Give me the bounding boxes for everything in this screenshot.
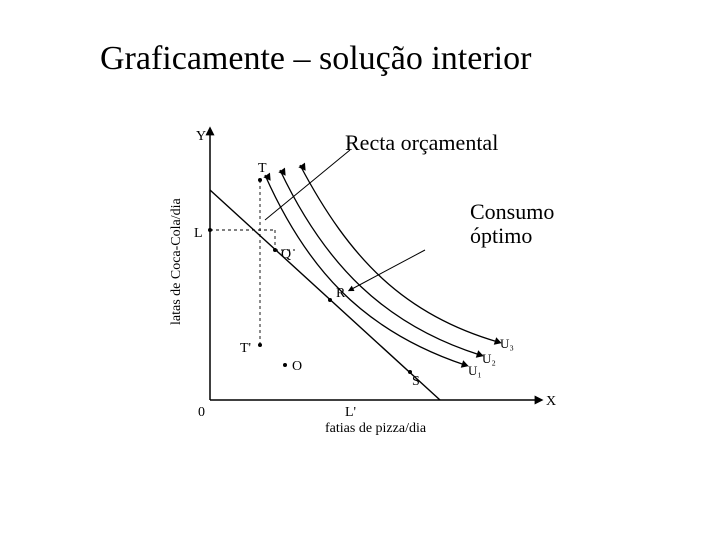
point-O (283, 363, 287, 367)
page-title: Graficamente – solução interior (100, 40, 531, 78)
x-axis-title: fatias de pizza/dia (325, 421, 427, 436)
indifference-curve-1 (265, 175, 465, 365)
indifference-curve-2 (280, 170, 480, 355)
curve-label-u1: U₁ (468, 363, 482, 378)
curve-label-u2: U₂ (482, 351, 496, 366)
point-label-L: L (194, 226, 203, 241)
point-L (208, 228, 212, 232)
point-Q (273, 248, 277, 252)
point-R (328, 298, 332, 302)
origin-label: 0 (198, 405, 205, 420)
y-axis-label: Y (196, 129, 206, 144)
point-Tprime (258, 343, 262, 347)
y-axis-title: latas de Coca-Cola/dia (169, 197, 184, 325)
callout-budget-line (265, 150, 350, 220)
point-label-R: R (336, 286, 346, 301)
budget-line (210, 190, 440, 400)
curve-label-u3: U₃ (500, 336, 514, 351)
point-T (258, 178, 262, 182)
indifference-curve-3 (300, 165, 498, 342)
indifference-diagram: Y X 0 latas de Coca-Cola/dia L'fatias de piz… (150, 120, 580, 440)
point-label-Q: Q (281, 247, 291, 262)
point-label-Tprime: T' (240, 341, 251, 356)
point-label-S: S (412, 374, 420, 389)
point-label-O: O (292, 359, 302, 374)
l-prime-label: L' (345, 405, 356, 420)
x-axis-label: X (546, 394, 556, 409)
point-label-T: T (258, 161, 267, 176)
